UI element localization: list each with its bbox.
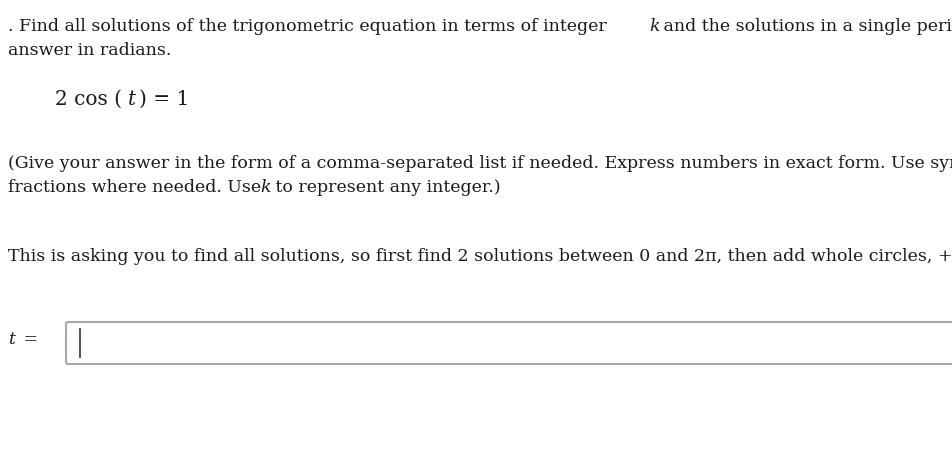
Text: ) = 1: ) = 1	[139, 90, 189, 109]
FancyBboxPatch shape	[66, 322, 952, 364]
Text: 2 cos (: 2 cos (	[55, 90, 122, 109]
Text: t: t	[8, 331, 15, 348]
Text: and the solutions in a single period [0, 2π). Express your: and the solutions in a single period [0,…	[658, 18, 952, 35]
Text: to represent any integer.): to represent any integer.)	[269, 179, 501, 196]
Text: =: =	[18, 331, 38, 348]
Text: (Give your answer in the form of a comma-separated list if needed. Express numbe: (Give your answer in the form of a comma…	[8, 155, 952, 172]
Text: fractions where needed. Use: fractions where needed. Use	[8, 179, 267, 196]
Text: k: k	[261, 179, 271, 196]
Text: . Find all solutions of the trigonometric equation in terms of integer: . Find all solutions of the trigonometri…	[8, 18, 612, 35]
Text: k: k	[649, 18, 660, 35]
Text: answer in radians.: answer in radians.	[8, 42, 171, 59]
Text: This is asking you to find all solutions, so first find 2 solutions between 0 an: This is asking you to find all solutions…	[8, 247, 952, 264]
Text: t: t	[129, 90, 136, 109]
